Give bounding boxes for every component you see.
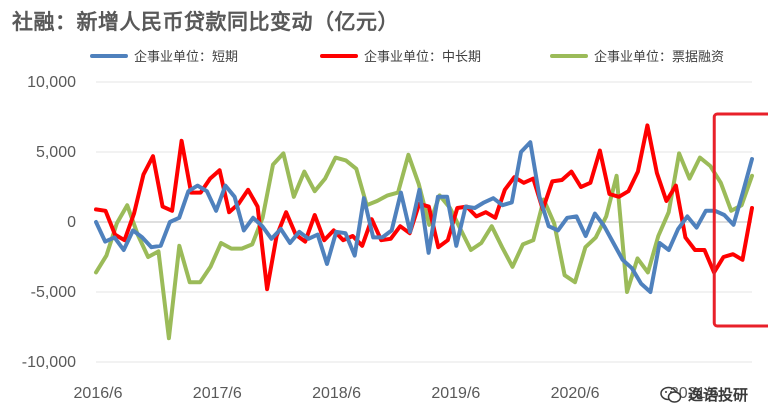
legend-label: 企事业单位：票据融资 [594,49,724,65]
watermark-text: 逸语投研 [687,386,748,404]
series-line [94,140,754,294]
watermark: 逸语投研 [660,384,748,405]
series-line [94,123,754,292]
x-tick-label: 2017/6 [193,385,242,402]
x-tick-label: 2019/6 [431,385,480,402]
series-line [94,151,754,341]
series-lines [94,123,754,341]
y-gridlines [96,81,752,363]
x-tick-label: 2020/6 [551,385,600,402]
legend-label: 企事业单位：中长期 [364,49,481,65]
y-tick-label: -5,000 [31,284,76,301]
wechat-icon [660,386,682,403]
legend-label: 企事业单位：短期 [134,49,238,65]
y-tick-label: -10,000 [22,354,76,371]
chart-title: 社融：新增人民币贷款同比变动（亿元） [12,10,399,34]
x-tick-labels: 2016/6 2017/6 2018/6 2019/6 2020/6 2021/6 [74,385,719,402]
y-tick-label: 0 [67,214,76,231]
x-tick-label: 2021/6 [670,385,719,402]
x-tick-label: 2016/6 [74,385,123,402]
y-tick-labels: 10,000 5,000 0 -5,000 -10,000 [22,74,76,371]
x-tick-label: 2018/6 [312,385,361,402]
highlight-box [712,112,768,328]
legend: 企事业单位：短期 企事业单位：中长期 企事业单位：票据融资 [90,49,724,65]
y-tick-label: 10,000 [27,74,76,91]
y-tick-label: 5,000 [36,144,76,161]
